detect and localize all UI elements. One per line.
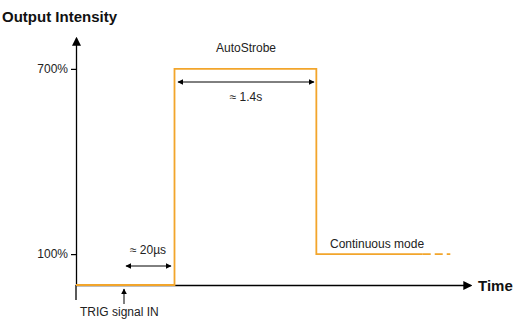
annotation: AutoStrobe — [216, 41, 276, 55]
y-tick-mark — [71, 254, 76, 255]
series-line — [423, 253, 451, 255]
annotation: TRIG signal IN — [80, 305, 159, 319]
chart: 100% 700% Output Intensity Time AutoStrobe ≈ … — [0, 0, 520, 335]
span-arrow — [126, 266, 171, 267]
span-arrow — [178, 82, 314, 83]
y-axis: 100% 700% — [37, 39, 76, 286]
y-tick: 700% — [37, 62, 76, 76]
y-tick-mark — [71, 69, 76, 70]
y-axis-title: Output Intensity — [2, 8, 118, 25]
trigger-arrow — [124, 289, 125, 304]
annotation: ≈ 1.4s — [230, 90, 263, 104]
y-axis-line — [76, 39, 77, 286]
x-axis-title: Time — [478, 277, 513, 294]
y-tick: 100% — [37, 247, 76, 261]
plot-area — [76, 69, 450, 285]
series-line — [76, 69, 423, 285]
y-axis-tail — [75, 285, 76, 300]
y-tick-label: 700% — [37, 62, 68, 76]
y-tick-label: 100% — [37, 247, 68, 261]
annotation: Continuous mode — [330, 237, 424, 251]
annotation: ≈ 20µs — [130, 243, 166, 257]
